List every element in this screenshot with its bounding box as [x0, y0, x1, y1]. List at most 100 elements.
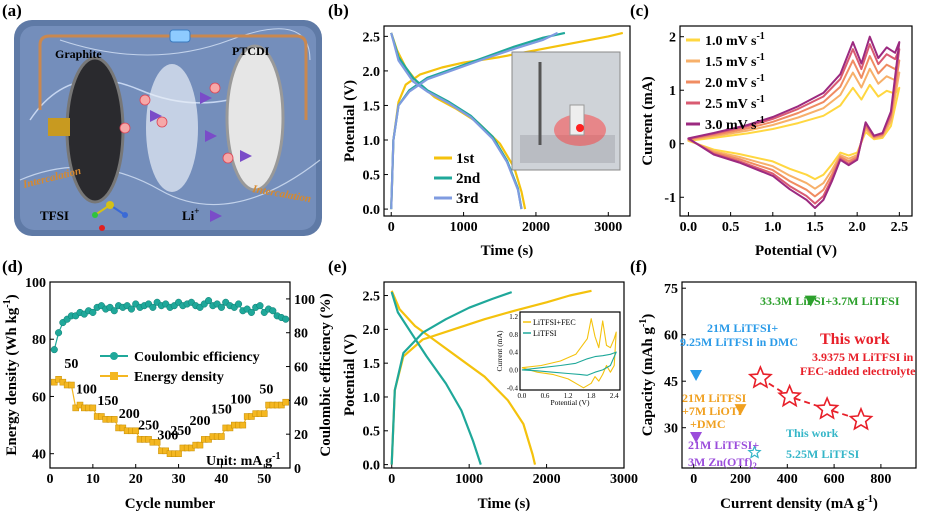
panel-label-c: (c) [630, 1, 649, 20]
series-line-charge-yellow [390, 289, 592, 465]
separator [146, 64, 198, 192]
legend-label: 2.0 mV s-1 [705, 73, 765, 91]
chart-d: 0 10 20 30 40 5040608010002040608010050100150… [2, 276, 334, 512]
y-tick-label: 2.0 [363, 65, 381, 80]
y2-tick-label: 0 [294, 462, 301, 477]
panel-label-b: (b) [328, 1, 349, 20]
data-point [68, 381, 75, 389]
x-tick-label: 1000 [450, 220, 478, 235]
chart-c: 0.0 0.5 1.0 1.5 2.0 2.5 -1 0 1 2 1.0 mV s-1 1.5 mV … [640, 25, 913, 259]
cation-label: Li+ [182, 206, 199, 223]
x-tick-label: 200 [730, 472, 751, 487]
rate-label: 150 [211, 403, 232, 418]
y-axis-label: Potential (V) [342, 80, 358, 162]
plot-frame [681, 281, 917, 469]
y2-tick-label: 100 [294, 293, 315, 308]
x-axis-label: Cycle number [125, 496, 216, 512]
x-tick-label: 0.0 [680, 220, 698, 235]
x-tick-label: 0 [690, 472, 697, 487]
x-axis-label: Current density (mA g-1) [720, 494, 878, 512]
lightning-line [19, 159, 321, 206]
inset-x-tick-label: 2.4 [610, 392, 619, 400]
cv-curve [687, 83, 901, 181]
rate-label: 50 [259, 383, 273, 398]
data-point [239, 421, 247, 429]
rate-label: 100 [76, 383, 97, 398]
series-line-discharge-teal [390, 291, 482, 465]
ptcdi-electrode [225, 44, 285, 192]
panel-label-d: (d) [2, 257, 23, 276]
bulb-icon [169, 29, 191, 43]
annotation-purple: 3M Zn(OTf)2 [688, 455, 757, 471]
inset-y-tick-label: 1.2 [509, 313, 518, 321]
y-tick-label: 80 [32, 333, 46, 348]
x-tick-label: 400 [777, 472, 798, 487]
legend-marker [110, 352, 118, 360]
annotation-orange: +DMC [690, 417, 726, 431]
series-line-charge-teal [390, 291, 513, 465]
annotation-blue: 21M LiTFSI+ [707, 321, 778, 335]
data-point [282, 315, 290, 323]
y-tick-label: 2.5 [363, 289, 381, 304]
left-electrode-label: Graphite [55, 47, 102, 61]
legend-label: 1.0 mV s-1 [705, 31, 765, 49]
x-tick-label: 10 [86, 472, 100, 487]
y2-tick-label: 20 [294, 428, 308, 443]
annotation-blue: 9.25M LiTFSI in DMC [680, 335, 798, 349]
x-tick-label: 2000 [522, 220, 550, 235]
series-line-discharge-yellow [390, 290, 537, 465]
x-axis-label: Time (s) [481, 243, 534, 259]
rate-label: 200 [190, 414, 211, 429]
rate-label: 250 [170, 424, 191, 439]
rate-label: 100 [230, 393, 251, 408]
comparison-point [690, 370, 703, 381]
x-axis-label: Time (s) [478, 496, 531, 512]
y-axis-label: Capacity (mAh g-1) [638, 314, 656, 437]
data-point [89, 308, 97, 316]
y-tick-label: 100 [25, 276, 46, 291]
star-marker [747, 444, 762, 459]
led-icon [576, 124, 584, 132]
y-tick-label: 1.0 [363, 134, 381, 149]
data-point [149, 303, 157, 311]
y-tick-label: 0.5 [363, 168, 381, 183]
inset-x-tick-label: 1.2 [564, 392, 573, 400]
unit-label: Unit: mA g-1 [206, 451, 280, 469]
legend-label: 3.0 mV s-1 [705, 115, 765, 133]
data-point [55, 329, 63, 337]
x-tick-label: 3000 [594, 220, 622, 235]
data-point [89, 404, 97, 412]
legend-label: 2nd [456, 171, 481, 187]
plot-frame [383, 25, 631, 217]
x-tick-label: 20 [129, 472, 143, 487]
data-point [282, 398, 289, 406]
plot-frame [679, 25, 913, 217]
plot-frame [49, 281, 291, 469]
y-axis-label: Current (mA) [640, 76, 656, 165]
legend-label: 1st [456, 151, 474, 167]
annotation-orange: +7M LiOTf [682, 404, 743, 418]
circuit-wire [38, 34, 308, 120]
data-point [217, 303, 225, 311]
y2-tick-label: 80 [294, 327, 308, 342]
data-point [127, 305, 135, 313]
y-tick-label: 1 [669, 84, 676, 99]
lithium-ion-icon [210, 210, 222, 222]
rate-label: 200 [119, 407, 140, 422]
plot-frame [383, 281, 625, 469]
star-marker [747, 365, 773, 389]
inset-x-tick-label: 1.8 [587, 392, 596, 400]
y-tick-label: 0.5 [363, 425, 381, 440]
data-point [110, 307, 118, 315]
legend-marker [110, 372, 118, 380]
y2-axis-label: Coulombic efficiency (%) [318, 293, 334, 456]
cv-curve [687, 67, 901, 190]
x-tick-label: 40 [214, 472, 228, 487]
data-point [247, 308, 255, 316]
chart-b: 0 1000 2000 3000 0.0 0.5 1.0 1.5 2.0 2.5 Time (s) P… [342, 25, 631, 259]
panel-label-a: (a) [2, 1, 22, 20]
x-axis-label: Potential (V) [755, 243, 837, 259]
inset-y-tick-label: 0.4 [509, 349, 518, 357]
rate-label: 250 [138, 418, 159, 433]
